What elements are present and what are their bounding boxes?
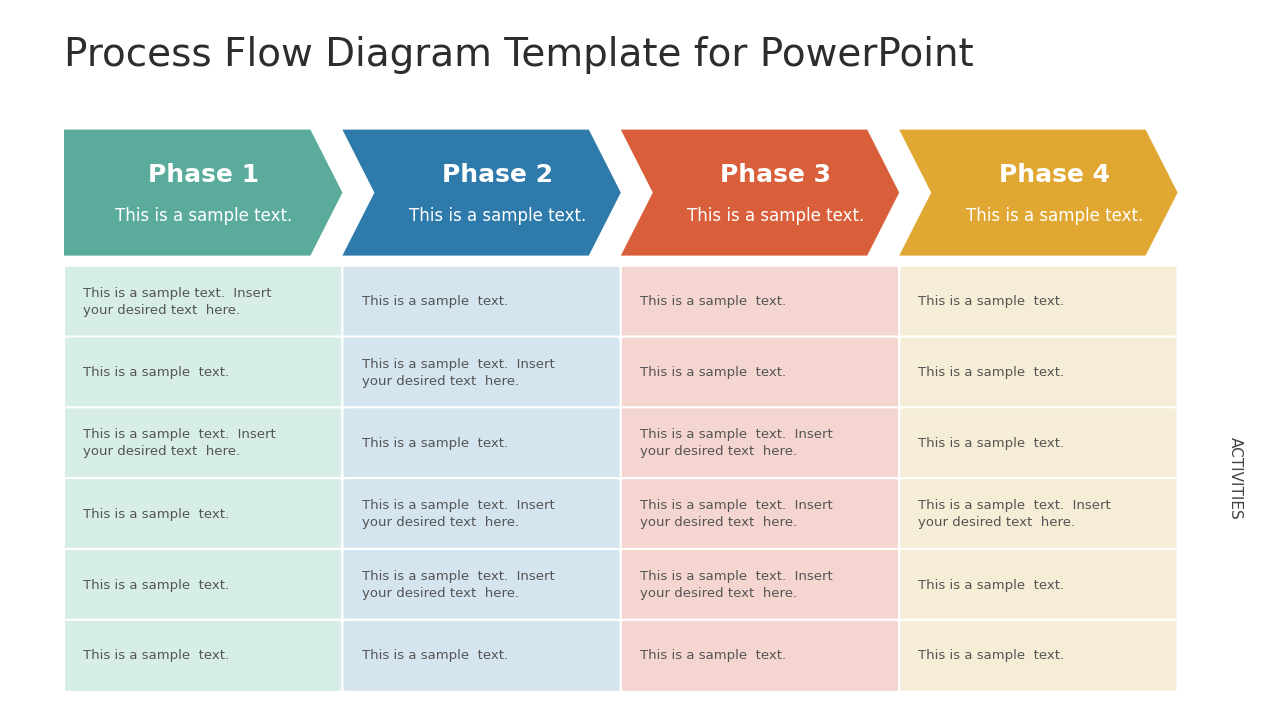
Text: This is a sample  text.: This is a sample text. xyxy=(919,366,1065,379)
Polygon shape xyxy=(64,130,343,256)
FancyBboxPatch shape xyxy=(343,336,621,409)
FancyBboxPatch shape xyxy=(621,408,900,480)
Text: This is a sample  text.  Insert
your desired text  here.: This is a sample text. Insert your desir… xyxy=(362,499,554,529)
Text: This is a sample  text.  Insert
your desired text  here.: This is a sample text. Insert your desir… xyxy=(640,499,833,529)
Text: This is a sample  text.: This is a sample text. xyxy=(640,295,786,308)
FancyBboxPatch shape xyxy=(900,620,1178,692)
FancyBboxPatch shape xyxy=(621,336,900,409)
Text: This is a sample  text.: This is a sample text. xyxy=(919,295,1065,308)
Text: This is a sample  text.: This is a sample text. xyxy=(83,649,229,662)
Polygon shape xyxy=(621,130,900,256)
FancyBboxPatch shape xyxy=(64,478,343,550)
FancyBboxPatch shape xyxy=(621,478,900,550)
Text: This is a sample  text.: This is a sample text. xyxy=(362,649,508,662)
FancyBboxPatch shape xyxy=(900,266,1178,338)
Text: Phase 4: Phase 4 xyxy=(998,163,1110,186)
Text: Process Flow Diagram Template for PowerPoint: Process Flow Diagram Template for PowerP… xyxy=(64,36,974,74)
Text: This is a sample  text.: This is a sample text. xyxy=(362,437,508,450)
FancyBboxPatch shape xyxy=(621,549,900,621)
Text: This is a sample  text.: This is a sample text. xyxy=(362,295,508,308)
FancyBboxPatch shape xyxy=(900,336,1178,409)
Text: This is a sample  text.  Insert
your desired text  here.: This is a sample text. Insert your desir… xyxy=(83,428,276,459)
FancyBboxPatch shape xyxy=(343,620,621,692)
Text: This is a sample  text.: This is a sample text. xyxy=(83,366,229,379)
Text: This is a sample text.  Insert
your desired text  here.: This is a sample text. Insert your desir… xyxy=(83,287,271,317)
FancyBboxPatch shape xyxy=(64,266,343,338)
FancyBboxPatch shape xyxy=(64,336,343,409)
Text: This is a sample text.: This is a sample text. xyxy=(966,207,1143,225)
Polygon shape xyxy=(343,130,621,256)
Text: This is a sample  text.: This is a sample text. xyxy=(640,649,786,662)
Text: This is a sample  text.  Insert
your desired text  here.: This is a sample text. Insert your desir… xyxy=(919,499,1111,529)
FancyBboxPatch shape xyxy=(343,478,621,550)
Text: This is a sample  text.: This is a sample text. xyxy=(83,578,229,592)
FancyBboxPatch shape xyxy=(343,266,621,338)
FancyBboxPatch shape xyxy=(343,549,621,621)
Text: This is a sample  text.  Insert
your desired text  here.: This is a sample text. Insert your desir… xyxy=(640,570,833,600)
Text: ACTIVITIES: ACTIVITIES xyxy=(1228,438,1243,520)
FancyBboxPatch shape xyxy=(621,266,900,338)
FancyBboxPatch shape xyxy=(64,549,343,621)
Text: This is a sample  text.: This is a sample text. xyxy=(919,437,1065,450)
Text: This is a sample text.: This is a sample text. xyxy=(410,207,586,225)
Text: Phase 1: Phase 1 xyxy=(147,163,259,186)
Text: This is a sample  text.  Insert
your desired text  here.: This is a sample text. Insert your desir… xyxy=(640,428,833,459)
Text: This is a sample text.: This is a sample text. xyxy=(687,207,864,225)
FancyBboxPatch shape xyxy=(343,408,621,480)
Text: This is a sample  text.: This is a sample text. xyxy=(919,649,1065,662)
Text: Phase 3: Phase 3 xyxy=(721,163,832,186)
Text: This is a sample text.: This is a sample text. xyxy=(115,207,292,225)
FancyBboxPatch shape xyxy=(900,549,1178,621)
Text: This is a sample  text.: This is a sample text. xyxy=(83,508,229,521)
FancyBboxPatch shape xyxy=(900,478,1178,550)
Polygon shape xyxy=(900,130,1178,256)
Text: This is a sample  text.: This is a sample text. xyxy=(640,366,786,379)
FancyBboxPatch shape xyxy=(64,620,343,692)
Text: This is a sample  text.: This is a sample text. xyxy=(919,578,1065,592)
FancyBboxPatch shape xyxy=(64,408,343,480)
FancyBboxPatch shape xyxy=(621,620,900,692)
Text: Phase 2: Phase 2 xyxy=(442,163,553,186)
Text: This is a sample  text.  Insert
your desired text  here.: This is a sample text. Insert your desir… xyxy=(362,570,554,600)
Text: This is a sample  text.  Insert
your desired text  here.: This is a sample text. Insert your desir… xyxy=(362,358,554,387)
FancyBboxPatch shape xyxy=(900,408,1178,480)
